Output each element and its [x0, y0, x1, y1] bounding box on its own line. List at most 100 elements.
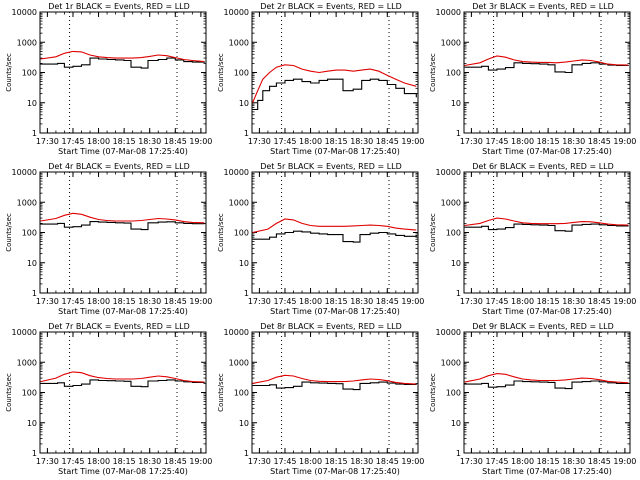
y-tick-label: 10000 — [12, 168, 37, 177]
x-tick-label: 19:00 — [613, 457, 636, 466]
y-tick-label: 10 — [27, 99, 37, 108]
x-tick-label: 18:15 — [113, 137, 136, 146]
y-axis-label: Counts/sec — [217, 373, 225, 412]
x-tick-label: 18:45 — [588, 137, 611, 146]
x-tick-label: 18:00 — [299, 297, 322, 306]
panel-title: Det 3r BLACK = Events, RED = LLD — [472, 2, 614, 11]
y-axis-label: Counts/sec — [5, 373, 13, 412]
y-tick-label: 10 — [451, 419, 461, 428]
panel-title: Det 6r BLACK = Events, RED = LLD — [472, 162, 614, 171]
y-tick-label: 100 — [446, 389, 461, 398]
x-tick-label: 17:45 — [485, 137, 508, 146]
plot-frame — [39, 171, 207, 294]
x-tick-label: 17:45 — [61, 137, 84, 146]
x-tick-label: 18:15 — [325, 297, 348, 306]
x-tick-label: 18:15 — [325, 457, 348, 466]
y-tick-label: 1000 — [441, 198, 461, 207]
x-tick-label: 17:30 — [248, 457, 271, 466]
x-tick-label: 18:45 — [588, 457, 611, 466]
x-tick-label: 19:00 — [189, 137, 212, 146]
y-tick-label: 1 — [244, 129, 249, 138]
x-tick-label: 18:45 — [164, 137, 187, 146]
x-tick-label: 19:00 — [401, 297, 424, 306]
events-series — [40, 221, 205, 231]
x-tick-label: 19:00 — [401, 137, 424, 146]
x-tick-label: 17:30 — [460, 297, 483, 306]
x-tick-label: 18:00 — [511, 297, 534, 306]
x-axis-label: Start Time (07-Mar-08 17:25:40) — [482, 147, 612, 156]
x-tick-label: 18:15 — [325, 137, 348, 146]
x-tick-label: 18:15 — [113, 457, 136, 466]
y-tick-label: 10 — [239, 419, 249, 428]
x-tick-label: 17:30 — [460, 457, 483, 466]
x-axis-label: Start Time (07-Mar-08 17:25:40) — [482, 467, 612, 476]
y-axis-label: Counts/sec — [429, 373, 437, 412]
y-tick-label: 100 — [22, 229, 37, 238]
detector-panel: Det 4r BLACK = Events, RED = LLD 1 10 100 10… — [5, 162, 212, 316]
x-tick-label: 18:30 — [562, 137, 585, 146]
x-tick-label: 18:45 — [164, 297, 187, 306]
plot-frame — [463, 11, 631, 134]
x-tick-label: 18:15 — [537, 297, 560, 306]
y-tick-label: 10000 — [224, 328, 249, 337]
y-tick-label: 1 — [32, 289, 37, 298]
x-tick-label: 17:45 — [485, 297, 508, 306]
x-tick-label: 18:15 — [113, 297, 136, 306]
y-axis-label: Counts/sec — [429, 53, 437, 92]
detector-panel: Det 3r BLACK = Events, RED = LLD 1 10 100 10… — [429, 2, 636, 156]
x-tick-label: 18:15 — [537, 137, 560, 146]
y-tick-label: 10000 — [436, 168, 461, 177]
y-tick-label: 1 — [244, 449, 249, 458]
events-series — [464, 380, 629, 390]
plot-frame — [251, 331, 419, 454]
y-tick-label: 1000 — [441, 38, 461, 47]
events-series — [252, 381, 417, 391]
panel-title: Det 9r BLACK = Events, RED = LLD — [472, 322, 614, 331]
y-tick-label: 1000 — [441, 358, 461, 367]
y-tick-label: 100 — [234, 229, 249, 238]
x-tick-label: 18:30 — [138, 297, 161, 306]
plot-frame — [39, 331, 207, 454]
y-tick-label: 10000 — [224, 8, 249, 17]
plot-frame — [463, 331, 631, 454]
y-tick-label: 100 — [234, 389, 249, 398]
x-tick-label: 19:00 — [613, 297, 636, 306]
y-tick-label: 1 — [32, 129, 37, 138]
y-axis-label: Counts/sec — [5, 213, 13, 252]
y-tick-label: 100 — [22, 389, 37, 398]
y-tick-label: 1000 — [229, 198, 249, 207]
x-tick-label: 18:00 — [511, 137, 534, 146]
x-tick-label: 18:00 — [87, 137, 110, 146]
x-tick-label: 17:45 — [273, 137, 296, 146]
x-tick-label: 18:45 — [376, 297, 399, 306]
detector-panel: Det 1r BLACK = Events, RED = LLD 1 10 100 10… — [5, 2, 212, 156]
lld-series — [40, 50, 205, 63]
x-tick-label: 18:00 — [299, 137, 322, 146]
x-tick-label: 17:45 — [485, 457, 508, 466]
x-tick-label: 18:00 — [299, 457, 322, 466]
x-axis-label: Start Time (07-Mar-08 17:25:40) — [58, 467, 188, 476]
y-tick-label: 10 — [451, 99, 461, 108]
x-tick-label: 17:30 — [36, 137, 59, 146]
x-tick-label: 18:00 — [87, 297, 110, 306]
y-axis-label: Counts/sec — [5, 53, 13, 92]
panel-title: Det 5r BLACK = Events, RED = LLD — [260, 162, 402, 171]
x-axis-label: Start Time (07-Mar-08 17:25:40) — [482, 307, 612, 316]
x-tick-label: 18:45 — [588, 297, 611, 306]
lld-series — [252, 374, 417, 385]
y-axis-label: Counts/sec — [217, 53, 225, 92]
y-tick-label: 100 — [22, 69, 37, 78]
lld-series — [40, 371, 205, 383]
events-series — [40, 379, 205, 388]
y-tick-label: 1 — [456, 289, 461, 298]
y-tick-label: 10000 — [436, 8, 461, 17]
y-tick-label: 10 — [27, 259, 37, 268]
lld-series — [464, 55, 629, 67]
x-tick-label: 17:45 — [273, 297, 296, 306]
x-axis-label: Start Time (07-Mar-08 17:25:40) — [58, 307, 188, 316]
events-series — [464, 62, 629, 74]
y-tick-label: 1000 — [229, 358, 249, 367]
x-tick-label: 18:30 — [138, 457, 161, 466]
x-tick-label: 19:00 — [189, 297, 212, 306]
y-tick-label: 1000 — [17, 38, 37, 47]
